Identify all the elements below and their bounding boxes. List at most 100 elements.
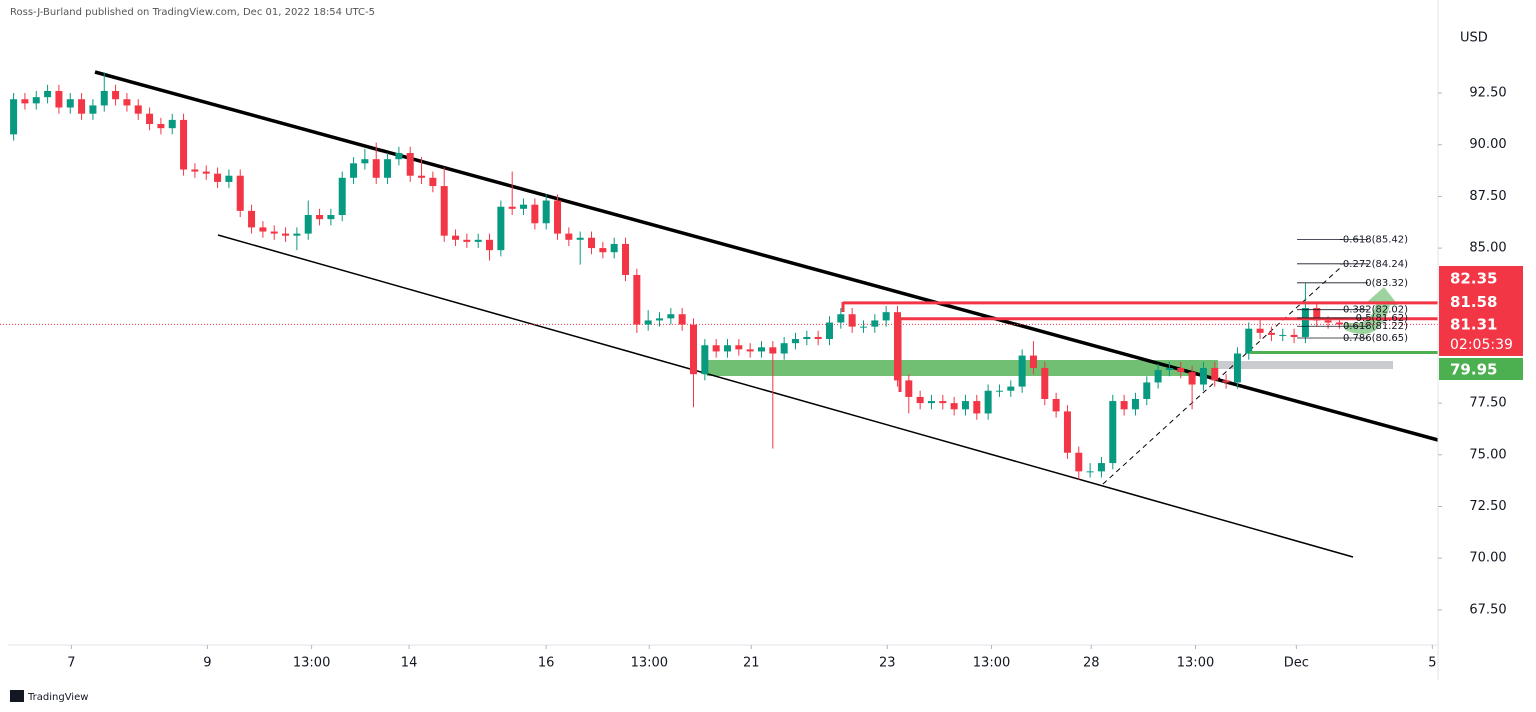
candle-body <box>316 215 324 220</box>
candle-body <box>1097 463 1105 472</box>
fib-label: -0.272(84.24) <box>1339 259 1408 270</box>
candle-body <box>1222 380 1230 383</box>
candle-body <box>701 345 709 375</box>
candle-body <box>859 326 867 328</box>
candle-body <box>191 169 199 172</box>
x-tick-label: 23 <box>879 656 896 671</box>
candle-body <box>1211 367 1219 381</box>
candle-body <box>1301 308 1309 337</box>
fib-label: 0.618(81.22) <box>1343 321 1408 332</box>
y-tick-label: 85.00 <box>1469 241 1506 256</box>
candle-body <box>21 99 29 104</box>
candle-body <box>678 314 686 325</box>
fib-label: 0.786(80.65) <box>1343 333 1408 344</box>
candle-body <box>746 349 754 352</box>
candle-body <box>395 152 403 160</box>
support-zone <box>707 360 1218 376</box>
candle-body <box>1052 398 1060 412</box>
candle-body <box>44 90 52 98</box>
x-tick-label: 13:00 <box>1177 656 1214 671</box>
candle-body <box>837 314 845 323</box>
x-tick-label: 13:00 <box>973 656 1010 671</box>
candle-body <box>112 90 120 100</box>
price-marker-label: 82.35 <box>1450 270 1497 288</box>
candle-body <box>656 318 664 321</box>
candle-body <box>961 401 969 410</box>
candle-body <box>1041 367 1049 399</box>
candle-body <box>622 243 630 275</box>
candle-body <box>66 99 74 108</box>
candle-body <box>1199 367 1207 385</box>
candle-body <box>350 163 358 178</box>
candle-body <box>610 243 618 253</box>
y-tick-label: 70.00 <box>1469 551 1506 566</box>
candle-body <box>180 119 188 170</box>
candle-body <box>32 97 40 104</box>
candle-body <box>712 345 720 352</box>
candle-body <box>520 204 528 209</box>
candle-body <box>1177 367 1185 373</box>
arrow <box>1345 287 1398 335</box>
candle-body <box>418 175 426 178</box>
x-tick-label: 28 <box>1083 656 1100 671</box>
candle-body <box>282 233 290 236</box>
y-tick-label: 92.50 <box>1469 86 1506 101</box>
candle-body <box>1233 353 1241 383</box>
candle-body <box>1256 328 1264 333</box>
candle-body <box>384 159 392 178</box>
candle-body <box>939 401 947 404</box>
plot-area: -0.618(85.42) -0.272(84.24) 0(83.32) 0.382(… <box>0 72 1438 480</box>
candle-body <box>848 314 856 327</box>
candle-body <box>723 345 731 352</box>
candle-body <box>1143 382 1151 399</box>
y-tick-label: 87.50 <box>1469 189 1506 204</box>
candle-body <box>1324 320 1332 323</box>
candle-body <box>633 274 641 325</box>
candle-body <box>1188 372 1196 385</box>
logo <box>10 690 24 702</box>
candle-body <box>542 200 550 224</box>
candle-body <box>882 312 890 321</box>
y-tick-label: 77.50 <box>1469 396 1506 411</box>
candle-body <box>134 105 142 114</box>
last-price-label: 81.31 <box>1450 316 1497 334</box>
candle-body <box>508 206 516 209</box>
candle-body <box>893 312 901 381</box>
candle-body <box>1165 367 1173 371</box>
candle-body <box>644 320 652 325</box>
candle-body <box>803 336 811 340</box>
y-tick-label: 75.00 <box>1469 447 1506 462</box>
candle-body <box>1007 386 1015 391</box>
candle-body <box>599 248 607 253</box>
x-tick-label: 13:00 <box>293 656 330 671</box>
candle-body <box>78 99 86 114</box>
candle-body <box>486 239 494 251</box>
candle-body <box>157 124 165 129</box>
gray-zone <box>1218 361 1393 369</box>
fib-label: 0.5(81.62) <box>1356 313 1408 324</box>
candle-body <box>225 175 233 182</box>
candle-body <box>1109 401 1117 464</box>
candle-body <box>440 186 448 236</box>
candle-body <box>531 204 539 224</box>
candle-body <box>202 171 210 174</box>
x-tick-label: 5 <box>1428 656 1436 671</box>
candle-body <box>1245 328 1253 354</box>
candle-body <box>406 152 414 176</box>
candle-body <box>236 175 244 211</box>
candle-body <box>1154 370 1162 383</box>
countdown-label: 02:05:39 <box>1450 337 1513 353</box>
candle-body <box>474 239 482 242</box>
candle-body <box>123 99 131 106</box>
candle-body <box>1063 411 1071 453</box>
fib-label: 0(83.32) <box>1365 278 1408 289</box>
candle-body <box>1131 398 1139 410</box>
candle-body <box>769 347 777 354</box>
candle-body <box>916 396 924 404</box>
candle-body <box>168 119 176 129</box>
candle-body <box>757 347 765 352</box>
candle-body <box>1075 452 1083 472</box>
candle-body <box>576 237 584 240</box>
candle-body <box>950 403 958 410</box>
y-tick-label: 72.50 <box>1469 499 1506 514</box>
